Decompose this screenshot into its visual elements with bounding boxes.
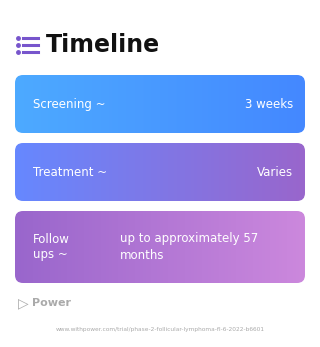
Text: Power: Power — [32, 298, 71, 308]
Text: www.withpower.com/trial/phase-2-follicular-lymphoma-fl-6-2022-b6601: www.withpower.com/trial/phase-2-follicul… — [55, 328, 265, 332]
Text: Screening ~: Screening ~ — [33, 98, 106, 110]
Text: Follow
ups ~: Follow ups ~ — [33, 233, 70, 261]
Text: up to approximately 57
months: up to approximately 57 months — [120, 232, 258, 262]
Text: Varies: Varies — [257, 166, 293, 178]
Text: Timeline: Timeline — [46, 33, 160, 57]
Text: ▷: ▷ — [18, 296, 28, 310]
Text: Treatment ~: Treatment ~ — [33, 166, 107, 178]
Text: 3 weeks: 3 weeks — [245, 98, 293, 110]
